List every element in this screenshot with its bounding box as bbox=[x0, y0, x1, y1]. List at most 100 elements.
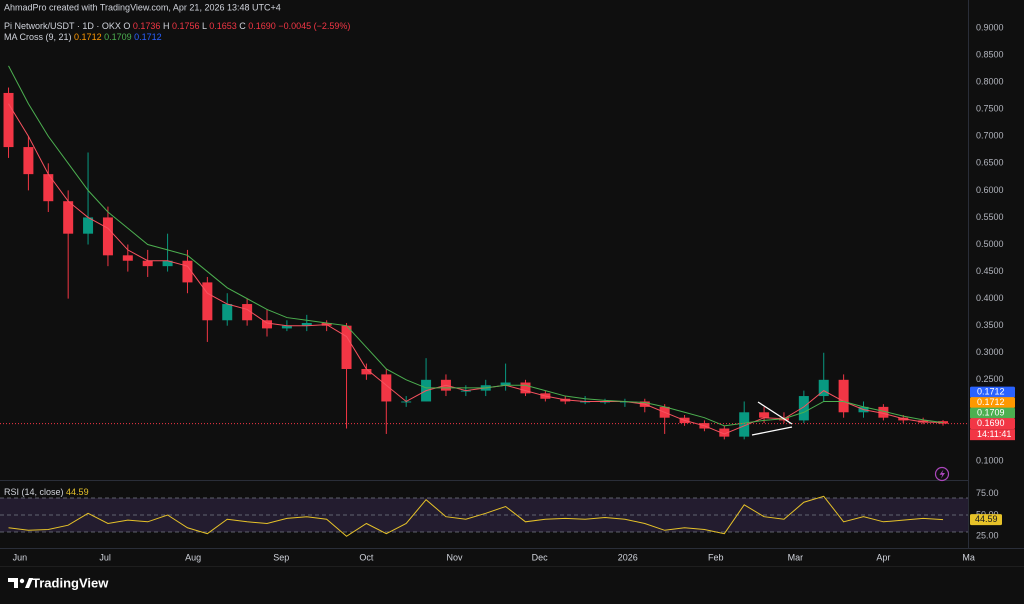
price-badge bbox=[970, 397, 1015, 409]
candle-body bbox=[63, 201, 74, 234]
candle-body bbox=[281, 325, 292, 329]
ohlc-value: 0.1653 bbox=[209, 21, 237, 31]
candle-body bbox=[122, 255, 133, 261]
candle-body bbox=[818, 379, 829, 397]
y-tick-label: 0.4500 bbox=[976, 266, 1004, 276]
y-tick-label: 0.3500 bbox=[976, 320, 1004, 330]
y-tick-label: 0.9000 bbox=[976, 22, 1004, 32]
symbol: Pi Network/USDT · 1D · OKX bbox=[4, 21, 121, 31]
indicator-value: 0.1712 bbox=[134, 32, 162, 42]
candle-body bbox=[102, 217, 113, 256]
x-tick-label: Jul bbox=[99, 552, 111, 562]
ohlc-value: 0.1756 bbox=[172, 21, 200, 31]
indicator-title: RSI (14, close) bbox=[4, 487, 64, 497]
price-badge bbox=[970, 418, 1015, 430]
y-tick-label: 0.2500 bbox=[976, 374, 1004, 384]
alert-icon-bolt bbox=[939, 469, 945, 479]
candle-body bbox=[798, 396, 809, 421]
candle-body bbox=[3, 92, 14, 148]
candle-body bbox=[739, 412, 750, 437]
logo-mark bbox=[25, 578, 33, 588]
moving-average bbox=[8, 103, 944, 435]
indicator-title: MA Cross (9, 21) bbox=[4, 32, 72, 42]
x-tick-label: Oct bbox=[359, 552, 374, 562]
rsi-badge-label: 44.59 bbox=[975, 514, 998, 524]
y-tick-label: 0.5500 bbox=[976, 212, 1004, 222]
credit: AhmadPro created with TradingView.com, A… bbox=[4, 2, 281, 12]
candle-body bbox=[202, 282, 213, 321]
ohlc-key: L bbox=[202, 21, 207, 31]
y-tick-label: 0.1000 bbox=[976, 455, 1004, 465]
x-tick-label: Ma bbox=[962, 552, 975, 562]
x-tick-label: Mar bbox=[788, 552, 804, 562]
trend-line bbox=[751, 426, 793, 436]
trend-line bbox=[757, 401, 793, 425]
candle-body bbox=[500, 382, 511, 386]
y-tick-label: 0.8500 bbox=[976, 49, 1004, 59]
brand-logo bbox=[8, 578, 33, 588]
ohlc-value: 0.1690 bbox=[248, 21, 276, 31]
x-tick-label: Feb bbox=[708, 552, 724, 562]
rsi-badge bbox=[970, 514, 1002, 526]
candle-body bbox=[301, 322, 312, 326]
legend: Pi Network/USDT · 1D · OKX O 0.1736 H 0.… bbox=[4, 21, 350, 497]
ohlc-value: 0.1736 bbox=[133, 21, 161, 31]
x-tick-label: Jun bbox=[13, 552, 28, 562]
y-tick-label: 0.4000 bbox=[976, 293, 1004, 303]
candle-body bbox=[262, 320, 273, 329]
indicator-value: 0.1712 bbox=[74, 32, 102, 42]
candle-body bbox=[878, 406, 889, 418]
plot: 0.9000 0.8500 0.8000 0.7500 0.7000 0.6500 0.60… bbox=[0, 22, 1015, 562]
x-tick-label: Dec bbox=[532, 552, 549, 562]
candle-body bbox=[83, 217, 94, 234]
change: −0.0045 (−2.59%) bbox=[278, 21, 350, 31]
rsi-line bbox=[8, 495, 944, 537]
ohlc-key: H bbox=[163, 21, 170, 31]
ohlc-key: C bbox=[239, 21, 246, 31]
x-tick-label: Sep bbox=[273, 552, 289, 562]
logo-mark bbox=[8, 578, 18, 588]
price-badge-label: 0.1712 bbox=[977, 387, 1005, 397]
candle-body bbox=[162, 260, 173, 267]
logo-mark bbox=[19, 578, 25, 584]
price-badge-label: 0.1709 bbox=[977, 408, 1005, 418]
candle-body bbox=[759, 412, 770, 418]
y-tick-label: 0.6000 bbox=[976, 185, 1004, 195]
candle-body bbox=[341, 325, 352, 369]
brand-name: TradingView bbox=[32, 575, 109, 590]
candle-body bbox=[520, 382, 531, 394]
legend-row: RSI (14, close) 44.59 bbox=[4, 487, 89, 497]
x-tick-label: Aug bbox=[185, 552, 201, 562]
price-badge-label: 0.1712 bbox=[977, 397, 1005, 407]
candle-body bbox=[361, 368, 372, 375]
candle-body bbox=[43, 174, 54, 202]
candle-body bbox=[23, 147, 34, 175]
x-tick-label: Apr bbox=[876, 552, 890, 562]
countdown-badge bbox=[970, 429, 1015, 441]
y-tick-label: 0.7500 bbox=[976, 104, 1004, 114]
candle-body bbox=[719, 428, 730, 437]
y-tick-label: 0.3000 bbox=[976, 347, 1004, 357]
moving-average bbox=[8, 65, 944, 427]
indicator-value: 0.1709 bbox=[104, 32, 132, 42]
candle-body bbox=[918, 420, 929, 423]
y-tick-label: 0.7000 bbox=[976, 131, 1004, 141]
candle-body bbox=[242, 304, 253, 321]
x-tick-label: Nov bbox=[446, 552, 463, 562]
y-tick-label: 25.00 bbox=[976, 531, 999, 541]
countdown: 14:11:41 bbox=[977, 429, 1011, 439]
candle-body bbox=[182, 260, 193, 283]
legend-row: Pi Network/USDT · 1D · OKX O 0.1736 H 0.… bbox=[4, 21, 350, 31]
price-badge bbox=[970, 407, 1015, 419]
y-tick-label: 0.6500 bbox=[976, 158, 1004, 168]
indicator-value: 44.59 bbox=[66, 487, 89, 497]
alert-icon[interactable] bbox=[934, 466, 950, 482]
legend-row: MA Cross (9, 21) 0.1712 0.1709 0.1712 bbox=[4, 32, 162, 42]
ohlc-key: O bbox=[123, 21, 130, 31]
candle-body bbox=[838, 379, 849, 413]
candle-body bbox=[222, 304, 233, 321]
y-tick-label: 75.00 bbox=[976, 488, 999, 498]
x-tick-label: 2026 bbox=[618, 552, 638, 562]
price-pane bbox=[0, 0, 968, 480]
